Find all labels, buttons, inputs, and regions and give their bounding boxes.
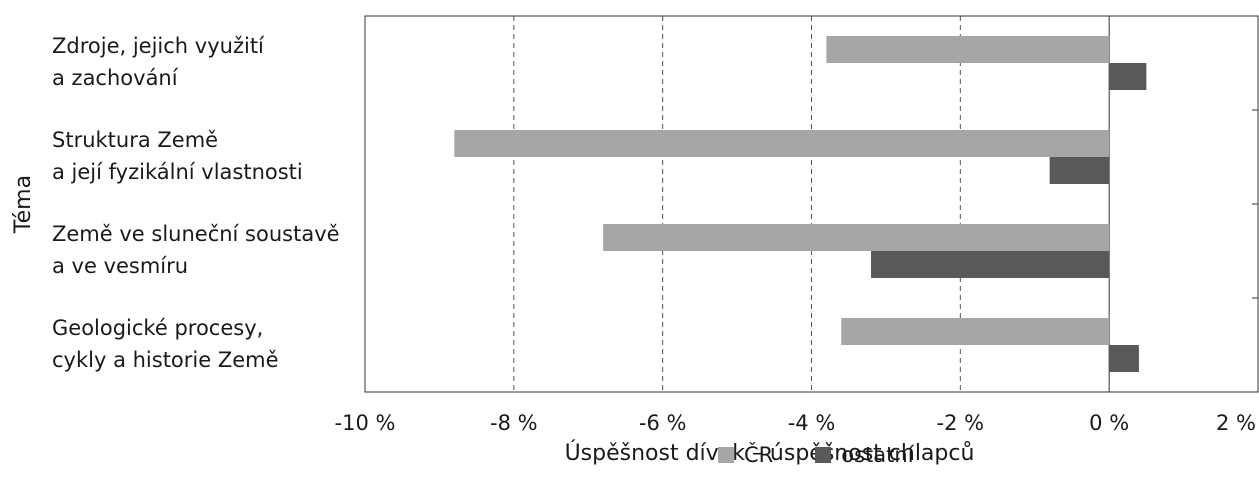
x-tick-labels: -10 % -8 % -6 % -4 % -2 % 0 % 2 % <box>335 411 1256 435</box>
bars <box>454 36 1147 372</box>
legend-swatch-cr <box>718 447 734 463</box>
x-tick-label: 2 % <box>1216 411 1256 435</box>
y-axis-title: Téma <box>11 175 36 234</box>
x-tick-label: -10 % <box>335 411 396 435</box>
x-tick-label: -4 % <box>788 411 836 435</box>
category-label: Struktura Země a její fyzikální vlastnos… <box>52 128 303 184</box>
category-label: Země ve sluneční soustavě a ve vesmíru <box>52 222 340 278</box>
legend-swatch-ostatni <box>815 447 832 463</box>
bar-ostatni <box>1109 63 1147 90</box>
category-label: Zdroje, jejich využití a zachování <box>52 34 264 90</box>
bar-ostatni <box>1109 345 1139 372</box>
x-tick-label: -8 % <box>490 411 538 435</box>
bar-cr <box>454 130 1110 157</box>
bar-cr <box>826 36 1110 63</box>
bar-ostatni <box>1049 157 1110 184</box>
legend-item-cr: ČR <box>718 443 773 467</box>
legend: ČR ostatní <box>718 443 914 467</box>
x-tick-label: -6 % <box>639 411 687 435</box>
bar-cr <box>841 318 1110 345</box>
legend-label-ostatni: ostatní <box>841 443 914 467</box>
bar-cr <box>603 224 1110 251</box>
x-tick-label: 0 % <box>1089 411 1129 435</box>
x-tick-label: -2 % <box>937 411 985 435</box>
legend-label-cr: ČR <box>744 443 774 467</box>
plot-area <box>364 15 1259 393</box>
bar-ostatni <box>871 251 1110 278</box>
x-axis-title: Úspěšnost dívek – úspěšnost chlapců <box>565 440 975 466</box>
category-label: Geologické procesy, cykly a historie Zem… <box>52 316 279 372</box>
legend-item-ostatni: ostatní <box>815 443 914 467</box>
